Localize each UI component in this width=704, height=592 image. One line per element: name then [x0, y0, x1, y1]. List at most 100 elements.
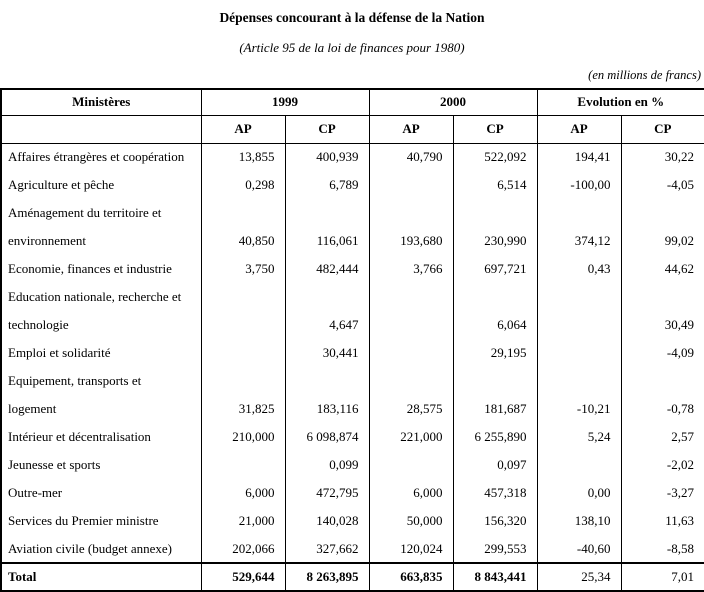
- row-value: 210,000: [200, 423, 285, 451]
- row-value: 40,850: [200, 227, 285, 255]
- row-value: 522,092: [452, 143, 537, 171]
- row-label: Intérieur et décentralisation: [8, 429, 151, 444]
- row-value: [368, 283, 453, 311]
- header-row-groups: Ministères 1999 2000 Evolution en %: [1, 89, 704, 116]
- row-label: Agriculture et pêche: [8, 177, 115, 192]
- total-value: 7,01: [620, 562, 704, 591]
- row-value: 400,939: [284, 143, 369, 171]
- row-value: [620, 283, 704, 311]
- row-value: [536, 339, 621, 367]
- row-value: 21,000: [200, 507, 285, 535]
- row-value: 194,41: [536, 143, 621, 171]
- table-row: technologie 4,647 6,064 30,49: [1, 311, 704, 339]
- row-value: 230,990: [452, 227, 537, 255]
- row-value: 6 255,890: [452, 423, 537, 451]
- row-value: [284, 199, 369, 227]
- row-value: [200, 283, 285, 311]
- row-value: [368, 199, 453, 227]
- row-value: -100,00: [536, 171, 621, 199]
- row-value: 44,62: [620, 255, 704, 283]
- row-value: [284, 367, 369, 395]
- row-value: [284, 283, 369, 311]
- row-label: technologie: [8, 317, 69, 332]
- table-row: Equipement, transports et: [1, 367, 704, 395]
- row-value: 3,766: [368, 255, 453, 283]
- row-value: [536, 311, 621, 339]
- total-value: 8 263,895: [284, 562, 369, 591]
- header-2000-ap: AP: [368, 115, 453, 144]
- row-value: -4,05: [620, 171, 704, 199]
- row-value: 156,320: [452, 507, 537, 535]
- row-value: 6 098,874: [284, 423, 369, 451]
- row-value: -2,02: [620, 451, 704, 479]
- row-value: 0,298: [200, 171, 285, 199]
- page-title: Dépenses concourant à la défense de la N…: [219, 10, 485, 25]
- table-row: logement 31,825 183,116 28,575 181,687 -…: [1, 395, 704, 423]
- row-value: [620, 367, 704, 395]
- row-value: 0,097: [452, 451, 537, 479]
- row-value: 697,721: [452, 255, 537, 283]
- total-value: 529,644: [200, 562, 285, 591]
- row-value: 50,000: [368, 507, 453, 535]
- row-value: 0,43: [536, 255, 621, 283]
- row-value: -4,09: [620, 339, 704, 367]
- row-value: [368, 311, 453, 339]
- row-value: [536, 451, 621, 479]
- row-value: 120,024: [368, 535, 453, 563]
- row-label: Equipement, transports et: [8, 373, 142, 388]
- row-label: Education nationale, recherche et: [8, 289, 182, 304]
- table-row: Emploi et solidarité 30,441 29,195 -4,09: [1, 339, 704, 367]
- header-2000-cp: CP: [452, 115, 537, 144]
- row-value: 472,795: [284, 479, 369, 507]
- row-label: Aviation civile (budget annexe): [8, 540, 173, 556]
- row-value: [452, 199, 537, 227]
- total-label: Total: [1, 562, 201, 591]
- row-value: 40,790: [368, 143, 453, 171]
- row-value: 11,63: [620, 507, 704, 535]
- row-value: 299,553: [452, 535, 537, 563]
- row-value: 183,116: [284, 395, 369, 423]
- row-value: 30,22: [620, 143, 704, 171]
- table-row: Agriculture et pêche 0,298 6,789 6,514 -…: [1, 171, 704, 199]
- header-1999-ap: AP: [200, 115, 285, 144]
- row-value: [536, 199, 621, 227]
- header-row-subcolumns: AP CP AP CP AP CP: [1, 115, 704, 144]
- row-value: 6,514: [452, 171, 537, 199]
- row-label: Affaires étrangères et coopération: [8, 149, 185, 165]
- row-value: [536, 283, 621, 311]
- table-row: Economie, finances et industrie 3,750 48…: [1, 255, 704, 283]
- row-value: 0,099: [284, 451, 369, 479]
- row-value: [200, 451, 285, 479]
- header-evolution-cp: CP: [620, 115, 704, 144]
- row-value: 5,24: [536, 423, 621, 451]
- row-value: [200, 339, 285, 367]
- row-value: 99,02: [620, 227, 704, 255]
- row-value: 29,195: [452, 339, 537, 367]
- row-value: [368, 367, 453, 395]
- table-row: Services du Premier ministre 21,000 140,…: [1, 507, 704, 535]
- row-value: [620, 199, 704, 227]
- row-value: 181,687: [452, 395, 537, 423]
- total-value: 8 843,441: [452, 562, 537, 591]
- row-label: Jeunesse et sports: [8, 457, 101, 472]
- row-value: -8,58: [620, 535, 704, 563]
- header-empty-cell: [1, 115, 201, 144]
- table-row: Education nationale, recherche et: [1, 283, 704, 311]
- row-value: 28,575: [368, 395, 453, 423]
- table-row: Affaires étrangères et coopération 13,85…: [1, 143, 704, 171]
- row-value: -0,78: [620, 395, 704, 423]
- row-value: -3,27: [620, 479, 704, 507]
- header-evolution-ap: AP: [536, 115, 621, 144]
- row-value: 30,441: [284, 339, 369, 367]
- row-value: 30,49: [620, 311, 704, 339]
- row-label: Outre-mer: [8, 485, 63, 500]
- table-row: Aménagement du territoire et: [1, 199, 704, 227]
- row-value: 3,750: [200, 255, 285, 283]
- row-value: [368, 451, 453, 479]
- row-value: 116,061: [284, 227, 369, 255]
- row-value: -10,21: [536, 395, 621, 423]
- row-value: 202,066: [200, 535, 285, 563]
- row-value: 457,318: [452, 479, 537, 507]
- row-value: 0,00: [536, 479, 621, 507]
